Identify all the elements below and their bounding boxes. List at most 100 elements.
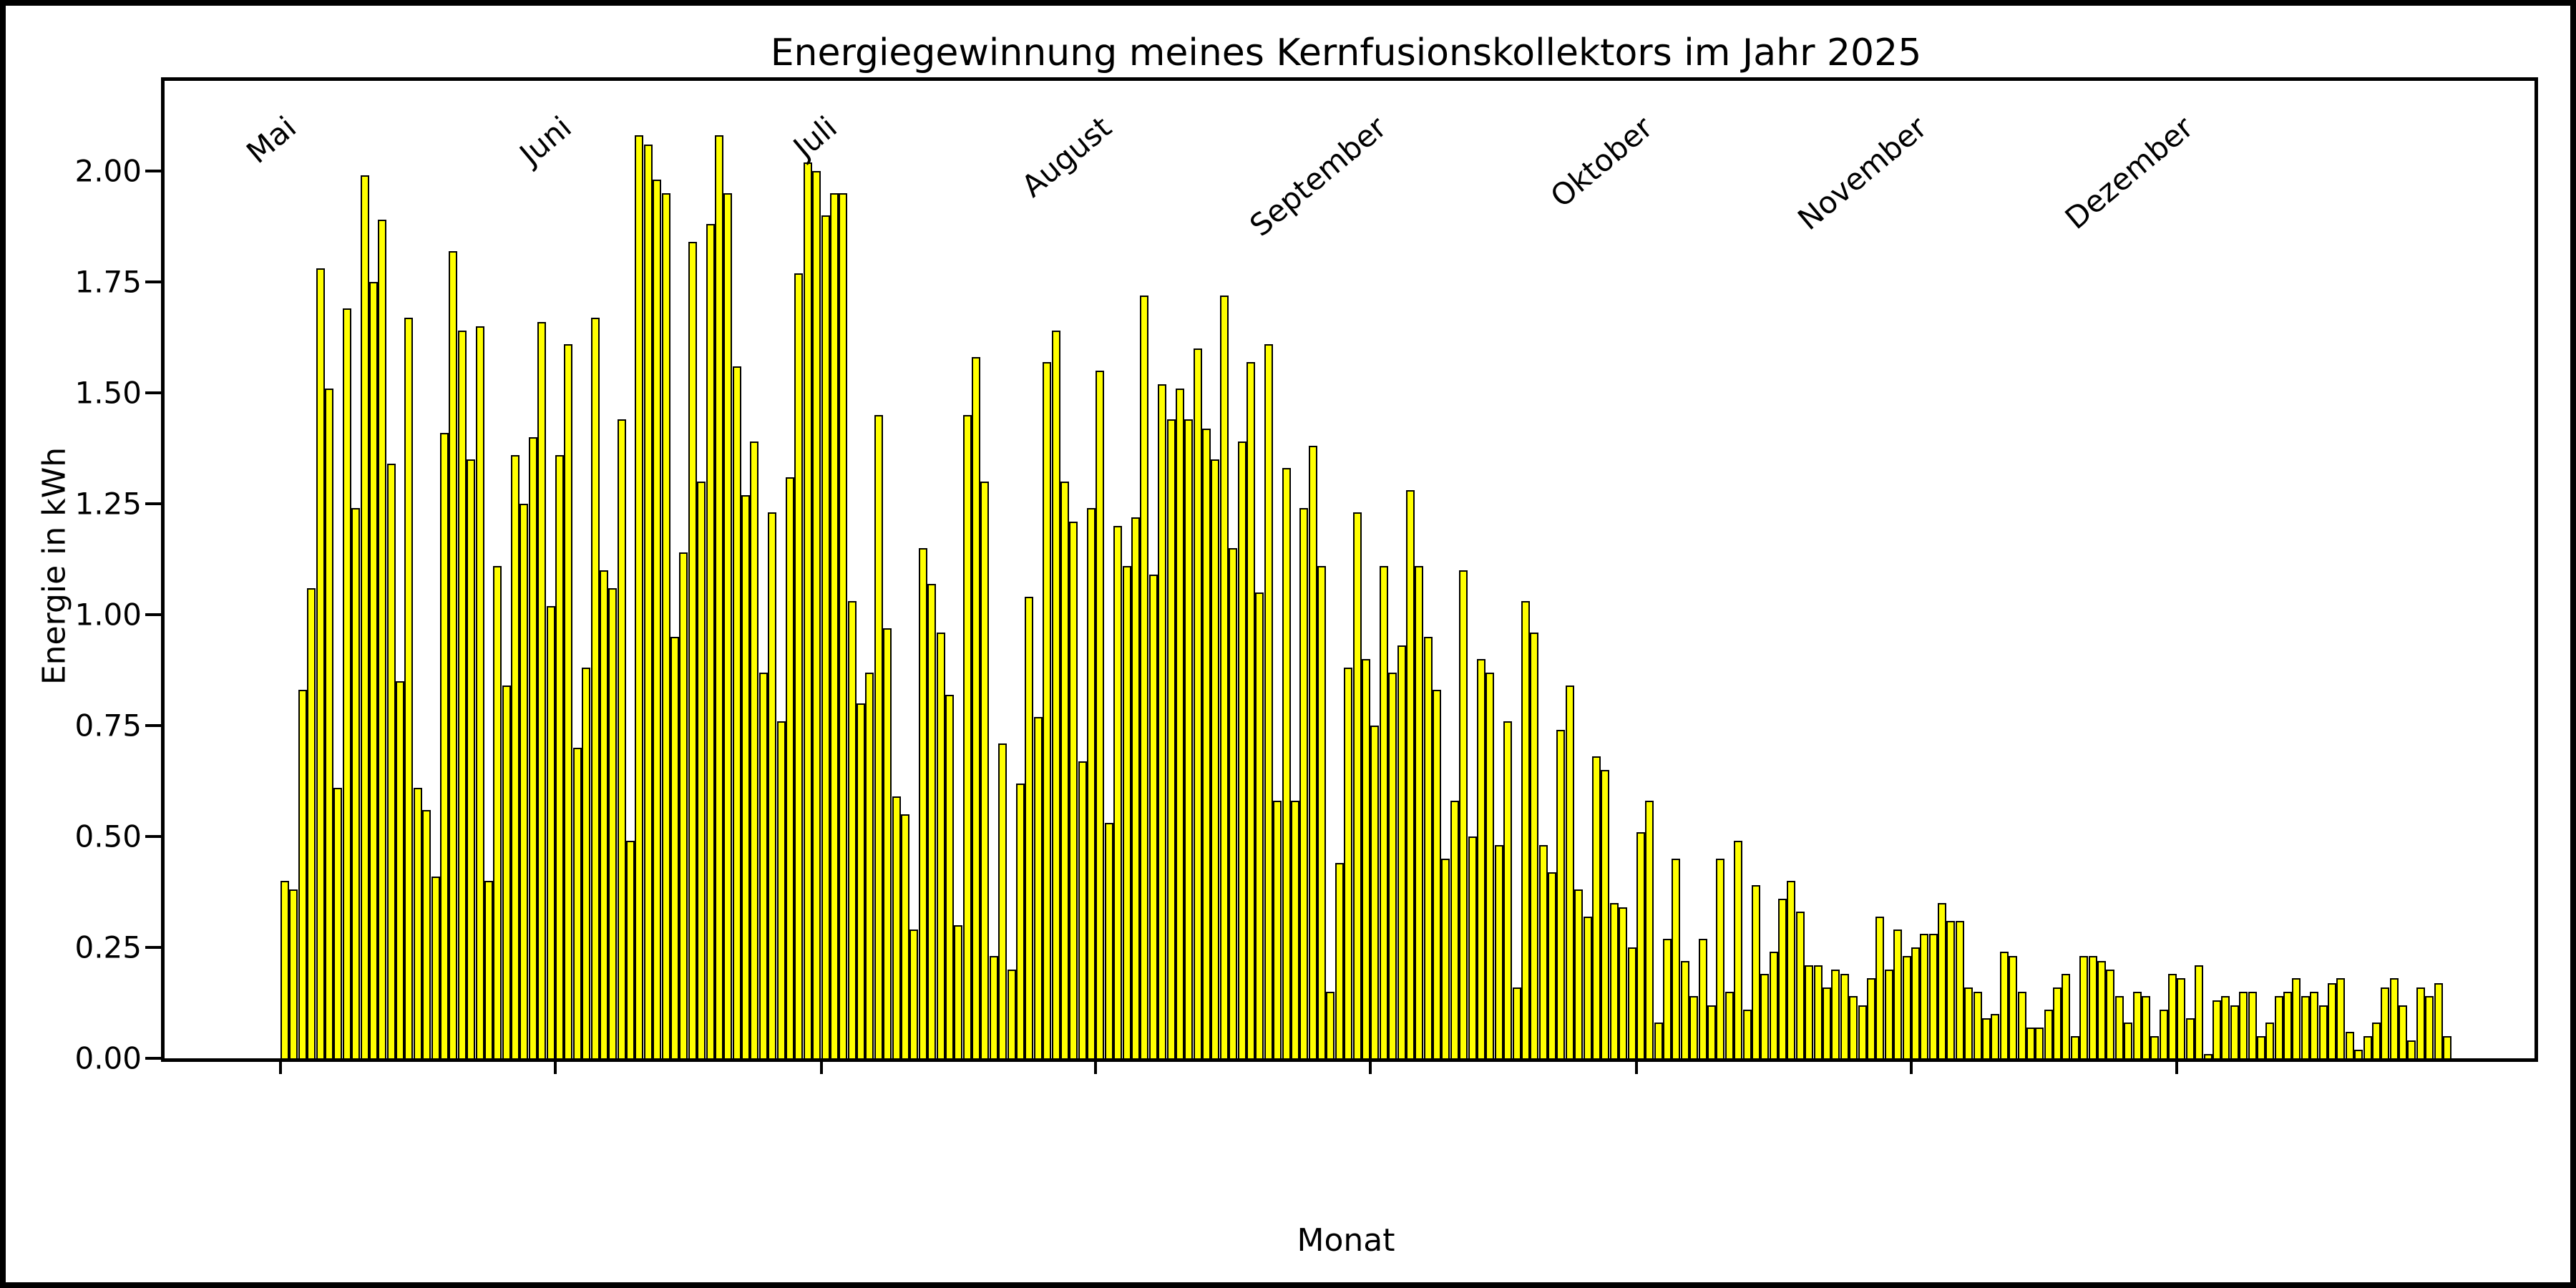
bar [333, 787, 343, 1058]
y-tick-label: 1.25 [74, 486, 142, 522]
bar [1858, 1005, 1867, 1058]
bar [2283, 992, 2292, 1058]
bar [2221, 996, 2230, 1058]
bar [1619, 907, 1628, 1058]
bar [1548, 872, 1557, 1058]
bar [1477, 658, 1485, 1058]
bar [2389, 978, 2399, 1058]
bar [1078, 761, 1087, 1058]
bar [670, 636, 679, 1058]
bar [1016, 783, 1025, 1058]
bar [467, 459, 476, 1058]
bar [803, 162, 812, 1058]
bar [1734, 841, 1743, 1058]
bar [2292, 978, 2301, 1058]
bar [857, 703, 865, 1058]
bar [2053, 987, 2062, 1058]
bar [2026, 1027, 2035, 1058]
bar [1742, 1009, 1752, 1058]
bar [1104, 823, 1113, 1058]
bar [1911, 947, 1920, 1058]
x-tick-label: November [1791, 109, 1934, 237]
bar [1441, 859, 1450, 1058]
bar [360, 175, 369, 1058]
bar [1415, 565, 1424, 1058]
bar [608, 587, 618, 1058]
y-tick-mark [145, 946, 161, 949]
bar [794, 273, 804, 1058]
bar [1530, 632, 1539, 1058]
bar [972, 357, 980, 1058]
bar [1219, 295, 1229, 1058]
bar [1450, 801, 1459, 1058]
bar [1193, 348, 1202, 1058]
bar [2035, 1027, 2044, 1058]
bar [1991, 1014, 2000, 1058]
bar [1707, 1005, 1716, 1058]
bar [1902, 956, 1911, 1058]
bar [1787, 881, 1796, 1058]
bar [2088, 956, 2097, 1058]
bar [1113, 525, 1123, 1058]
x-tick-mark [553, 1058, 557, 1074]
bar [1122, 565, 1131, 1058]
bar [2017, 992, 2026, 1058]
y-tick-label: 0.00 [74, 1040, 142, 1076]
bar [502, 686, 511, 1058]
bar [457, 331, 467, 1058]
bar [1689, 996, 1699, 1058]
bar [449, 250, 458, 1058]
bar [962, 414, 972, 1058]
bar [1237, 441, 1246, 1058]
bar [2177, 978, 2186, 1058]
bar [1290, 801, 1299, 1058]
bar [1999, 952, 2009, 1058]
bar [1494, 845, 1503, 1058]
bar [2212, 1000, 2221, 1058]
bar [1680, 960, 1689, 1058]
bar [342, 308, 351, 1058]
bar [1379, 565, 1388, 1058]
bar [1973, 992, 1982, 1058]
bar [1273, 801, 1282, 1058]
plot-area: 0.00 0.25 0.50 0.75 1.00 1.25 1.50 1.75 2.00 Mai… [74, 77, 2538, 1076]
x-tick-label: Mai [240, 109, 303, 170]
bar [1184, 419, 1194, 1058]
bar [785, 477, 794, 1058]
bar [1920, 934, 1929, 1058]
bar [1938, 903, 1946, 1058]
bar [1096, 370, 1105, 1058]
bar [1326, 992, 1335, 1058]
y-tick-mark [145, 391, 161, 394]
bar [2407, 1040, 2416, 1058]
bar [511, 454, 519, 1058]
y-tick-label: 1.00 [74, 597, 142, 633]
bar [892, 796, 901, 1058]
bar [1246, 361, 1255, 1058]
bar [475, 326, 484, 1058]
bar [741, 494, 750, 1058]
bar [2425, 996, 2434, 1058]
x-tick-mark [1634, 1058, 1638, 1074]
bar [537, 321, 547, 1058]
bar [1521, 601, 1530, 1058]
y-tick-mark [145, 835, 161, 838]
bar [1601, 770, 1610, 1058]
bar [1397, 645, 1406, 1058]
bar [2150, 1036, 2160, 1058]
bar [1405, 490, 1415, 1058]
bar [2009, 956, 2018, 1058]
bar [1166, 419, 1176, 1058]
bar [2327, 982, 2336, 1058]
bar [1388, 672, 1397, 1058]
x-tick-label: Juni [512, 109, 578, 172]
bar [2256, 1036, 2265, 1058]
bar [2318, 1005, 2328, 1058]
bar [829, 192, 839, 1058]
bar [2159, 1009, 2168, 1058]
bar [1795, 912, 1805, 1058]
bar [493, 565, 502, 1058]
bar [1025, 597, 1034, 1058]
bar [2230, 1005, 2239, 1058]
